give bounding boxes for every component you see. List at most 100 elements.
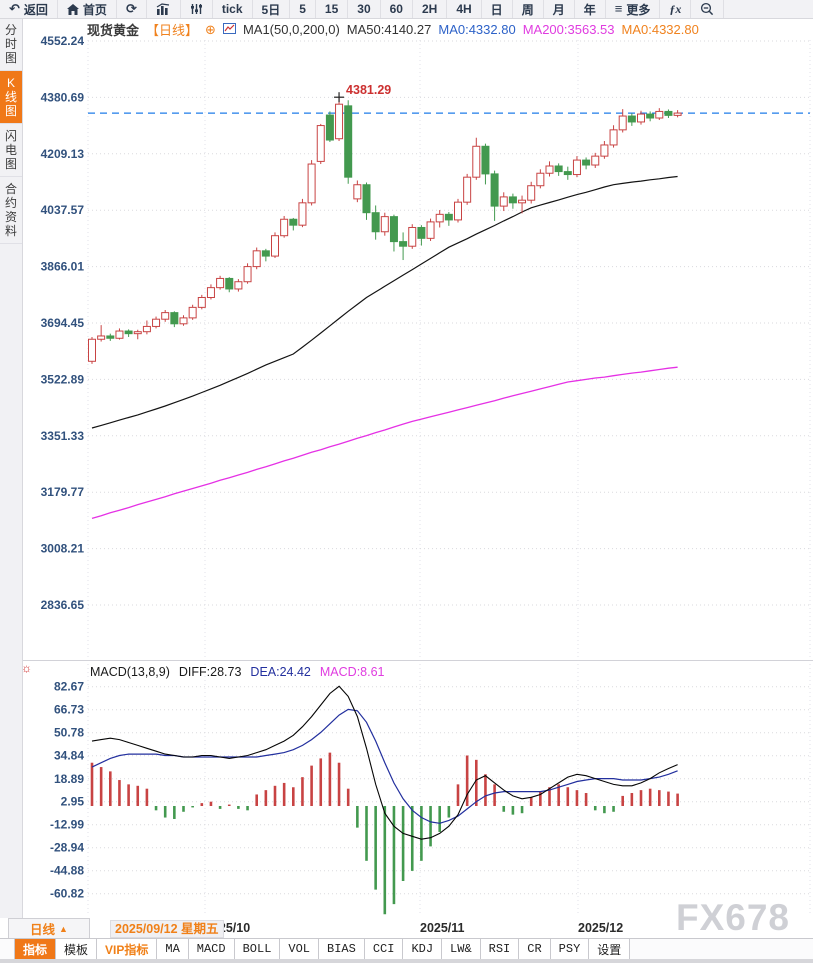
- price-tick-label: 3351.33: [41, 429, 85, 443]
- candle-body: [88, 338, 96, 362]
- toolbar-button-label: 月: [552, 2, 565, 17]
- sidebar-item-char: 图: [4, 51, 17, 65]
- toolbar-button-min60[interactable]: 60: [381, 0, 413, 18]
- sidebar-item-char: 闪: [4, 129, 17, 143]
- candle-body: [216, 277, 225, 289]
- candle-body: [463, 176, 472, 203]
- candle-body: [289, 218, 298, 226]
- candle-body: [197, 297, 206, 308]
- indicator-tab-KDJ[interactable]: KDJ: [403, 939, 443, 959]
- candle-body: [335, 103, 344, 140]
- toolbar-button-hour4[interactable]: 4H: [447, 0, 482, 18]
- toolbar-button-hour2[interactable]: 2H: [413, 0, 448, 18]
- candle-body: [371, 212, 380, 233]
- indicator-tab-设置[interactable]: 设置: [589, 939, 631, 959]
- start-date-label: 2025/09/12 星期五: [110, 920, 224, 938]
- candle-body: [271, 235, 279, 257]
- candle-body: [536, 172, 545, 187]
- toolbar-button-more[interactable]: ≡ 更多: [606, 0, 661, 18]
- price-tick-label: 3694.45: [41, 316, 85, 330]
- sidebar-item-char: 资: [4, 210, 17, 224]
- sidebar-item-3[interactable]: 合约资料: [0, 177, 22, 244]
- toolbar-button-tick[interactable]: tick: [213, 0, 253, 18]
- indicator-tab-指标[interactable]: 指标: [14, 939, 57, 959]
- bar-chart-icon: [156, 3, 171, 15]
- toolbar-button-label: 4H: [456, 2, 472, 16]
- toolbar-button-zoom-out[interactable]: [691, 0, 725, 18]
- period-badge: 【日线】: [146, 23, 199, 38]
- price-tick-label: 4552.24: [41, 34, 85, 48]
- macd-settings-icon[interactable]: ☼: [21, 661, 32, 675]
- chart-header: 现货黄金 【日线】 ⊕ MA1(50,0,200,0) MA50:4140.27…: [87, 20, 699, 39]
- candle-body: [508, 196, 517, 204]
- candle-body: [664, 110, 673, 116]
- candle-body: [545, 165, 554, 174]
- candle-body: [417, 226, 426, 239]
- toolbar-button-label: 更多: [626, 2, 651, 17]
- toolbar-button-min30[interactable]: 30: [348, 0, 381, 18]
- price-tick-label: 3866.01: [41, 260, 85, 274]
- toolbar-button-back[interactable]: ↶ 返回: [0, 0, 58, 18]
- indicator-tab-RSI[interactable]: RSI: [480, 939, 520, 959]
- ma0-value-blue: MA0:4332.80: [438, 22, 516, 37]
- price-tick-label: 4037.57: [41, 203, 85, 217]
- toolbar-button-fx[interactable]: ƒx: [660, 0, 692, 18]
- candle-body: [389, 216, 398, 243]
- indicator-tab-VOL[interactable]: VOL: [280, 939, 320, 959]
- indicator-tab-模板[interactable]: 模板: [56, 939, 98, 959]
- toolbar-button-5day[interactable]: 5日: [253, 0, 291, 18]
- peak-price-annotation: 4381.29: [346, 83, 391, 97]
- indicator-tab-BOLL[interactable]: BOLL: [234, 939, 281, 959]
- toolbar-button-month[interactable]: 月: [544, 0, 575, 18]
- indicator-tab-LW&[interactable]: LW&: [442, 939, 481, 959]
- candle-body: [627, 115, 636, 123]
- toolbar-button-label: 30: [357, 2, 371, 16]
- sidebar-item-char: 电: [4, 143, 17, 157]
- toolbar-button-indicator-params[interactable]: [181, 0, 213, 18]
- macd-tick-label: -28.94: [50, 841, 84, 855]
- toolbar-button-chart-style[interactable]: [147, 0, 181, 18]
- toolbar-button-year[interactable]: 年: [575, 0, 606, 18]
- indicator-tab-CCI[interactable]: CCI: [364, 939, 404, 959]
- indicator-tab-VIP指标[interactable]: VIP指标: [97, 939, 158, 959]
- toolbar-button-day[interactable]: 日: [482, 0, 513, 18]
- toolbar-button-min5[interactable]: 5: [290, 0, 316, 18]
- macd-value: MACD:8.61: [319, 665, 385, 679]
- sidebar-item-0[interactable]: 分时图: [0, 18, 22, 71]
- candle-body: [261, 250, 270, 257]
- toolbar-button-week[interactable]: 周: [513, 0, 544, 18]
- candle-body: [280, 218, 289, 237]
- candle-body: [426, 221, 435, 239]
- macd-tick-label: 66.73: [54, 703, 84, 717]
- sidebar-item-2[interactable]: 闪电图: [0, 124, 22, 177]
- candle-body: [225, 277, 234, 290]
- toolbar-button-refresh[interactable]: ⟳: [117, 0, 147, 18]
- indicator-tab-MA[interactable]: MA: [157, 939, 189, 959]
- ma200-value: MA200:3563.53: [522, 22, 615, 37]
- macd-diff-value: DIFF:28.73: [178, 665, 242, 679]
- toolbar-button-home[interactable]: 首页: [58, 0, 117, 18]
- sidebar-item-char: 合: [4, 182, 17, 196]
- line-chart-icon[interactable]: [222, 22, 236, 37]
- indicator-tab-BIAS[interactable]: BIAS: [319, 939, 365, 959]
- indicator-tab-MACD[interactable]: MACD: [188, 939, 235, 959]
- indicator-tab-PSY[interactable]: PSY: [550, 939, 590, 959]
- menu-icon: ≡: [614, 1, 623, 16]
- toolbar-button-label: 日: [490, 2, 503, 17]
- undo-arrow-icon: ↶: [9, 1, 20, 16]
- price-tick-label: 4380.69: [41, 90, 85, 104]
- macd-tick-label: -12.99: [50, 818, 84, 832]
- add-compare-icon[interactable]: ⊕: [205, 21, 216, 37]
- toolbar-button-min15[interactable]: 15: [316, 0, 349, 18]
- candle-body: [344, 105, 353, 178]
- period-dropdown-label: 日线: [30, 923, 56, 937]
- indicator-tab-CR[interactable]: CR: [519, 939, 551, 959]
- macd-tick-label: 18.89: [54, 772, 84, 786]
- period-dropdown[interactable]: 日线 ▲: [8, 918, 90, 939]
- candle-body: [152, 318, 161, 327]
- ma50-line: [91, 175, 678, 429]
- candle-body: [325, 114, 334, 141]
